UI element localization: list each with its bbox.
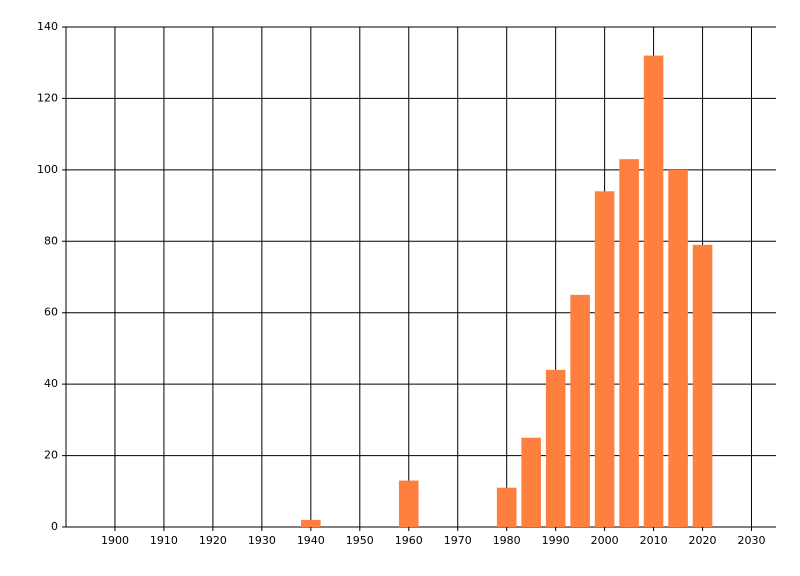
bar bbox=[619, 159, 639, 527]
y-tick-label: 0 bbox=[51, 520, 58, 533]
y-tick-label: 20 bbox=[44, 449, 58, 462]
bar bbox=[594, 191, 615, 528]
x-tick-label: 2030 bbox=[738, 534, 766, 547]
y-tick-label: 120 bbox=[37, 91, 58, 104]
x-tick-label: 1900 bbox=[101, 534, 129, 547]
bar bbox=[521, 437, 541, 527]
x-tick-label: 2020 bbox=[689, 534, 717, 547]
y-tick-label: 80 bbox=[44, 234, 58, 247]
x-tick-label: 1940 bbox=[297, 534, 325, 547]
bar bbox=[570, 294, 590, 527]
bar bbox=[692, 244, 713, 527]
bar bbox=[643, 55, 664, 527]
x-tick-label: 1930 bbox=[248, 534, 276, 547]
y-tick-label: 60 bbox=[44, 306, 58, 319]
x-tick-label: 1980 bbox=[493, 534, 521, 547]
bar bbox=[301, 519, 321, 527]
x-tick-label: 1950 bbox=[346, 534, 374, 547]
bar bbox=[496, 487, 517, 527]
x-tick-label: 2000 bbox=[591, 534, 619, 547]
bar bbox=[545, 369, 566, 527]
y-tick-label: 100 bbox=[37, 163, 58, 176]
x-tick-label: 1910 bbox=[150, 534, 178, 547]
bar bbox=[398, 480, 419, 527]
x-tick-label: 1960 bbox=[395, 534, 423, 547]
x-tick-label: 1990 bbox=[542, 534, 570, 547]
x-tick-label: 2010 bbox=[640, 534, 668, 547]
y-tick-label: 40 bbox=[44, 377, 58, 390]
y-tick-label: 140 bbox=[37, 20, 58, 33]
x-tick-label: 1920 bbox=[199, 534, 227, 547]
x-tick-label: 1970 bbox=[444, 534, 472, 547]
bar bbox=[668, 169, 688, 527]
